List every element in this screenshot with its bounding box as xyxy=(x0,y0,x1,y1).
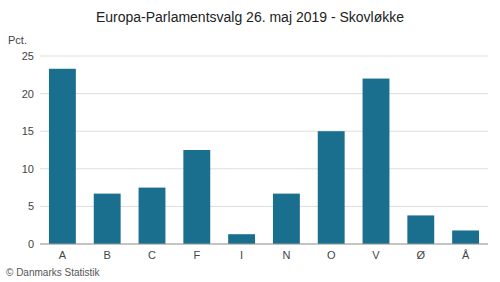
bar xyxy=(49,69,76,244)
y-tick-label: 20 xyxy=(22,88,34,100)
title: Europa-Parlamentsvalg 26. maj 2019 - Sko… xyxy=(96,9,404,25)
y-tick-label: 5 xyxy=(28,200,34,212)
x-tick-label: N xyxy=(282,249,290,261)
grid-line xyxy=(40,93,488,94)
bar xyxy=(452,230,479,244)
x-tick-label: B xyxy=(104,249,111,261)
y-tick-label: 0 xyxy=(28,238,34,250)
x-tick-label: Å xyxy=(462,249,470,261)
y-axis-label: Pct. xyxy=(8,34,27,46)
y-tick-label: 25 xyxy=(22,50,34,62)
x-tick-label: V xyxy=(372,249,380,261)
y-tick-label: 15 xyxy=(22,125,34,137)
grid-line xyxy=(40,56,488,57)
y-tick-label: 10 xyxy=(22,163,34,175)
bar xyxy=(363,79,390,244)
x-tick-label: C xyxy=(148,249,156,261)
x-tick-label: Ø xyxy=(417,249,426,261)
bar xyxy=(318,131,345,244)
footnote: © Danmarks Statistik xyxy=(6,267,101,278)
bar xyxy=(139,188,166,244)
bar xyxy=(273,194,300,244)
bars xyxy=(49,69,479,244)
grid-line xyxy=(40,168,488,169)
x-axis-line xyxy=(40,244,488,245)
grid-line xyxy=(40,244,488,245)
x-tick-label: F xyxy=(193,249,200,261)
chart: Europa-Parlamentsvalg 26. maj 2019 - Sko… xyxy=(0,0,500,282)
x-tick-label: A xyxy=(59,249,67,261)
grid-line xyxy=(40,131,488,132)
bar xyxy=(183,150,210,244)
bar xyxy=(94,194,121,244)
bar xyxy=(228,234,255,244)
x-tick-label: O xyxy=(327,249,336,261)
bar xyxy=(407,215,434,244)
grid xyxy=(40,56,488,244)
x-tick-label: I xyxy=(240,249,243,261)
